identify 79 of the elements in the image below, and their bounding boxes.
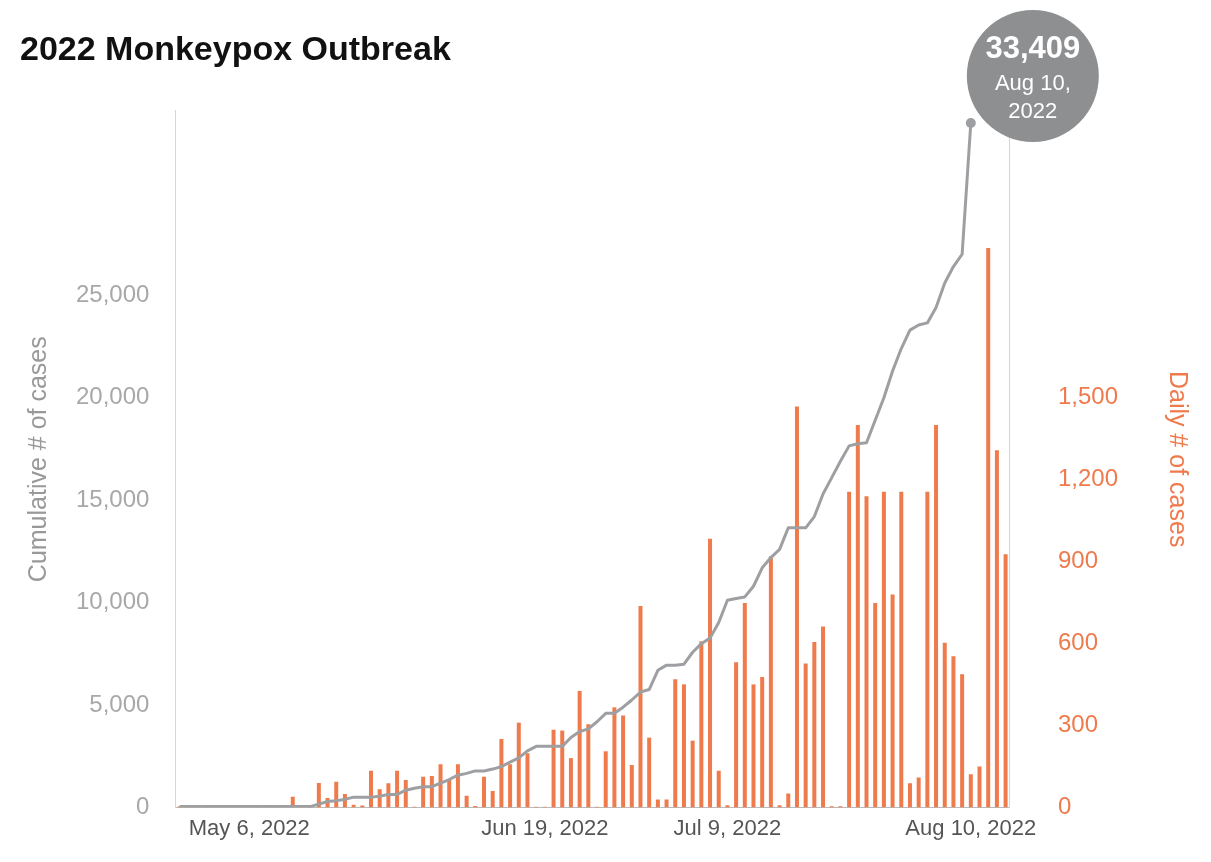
bar [629,764,634,808]
y-tick-label: 5,000 [89,689,150,717]
bar [907,783,912,808]
annotation: Aug 10, 2022 [994,69,1071,123]
bar [1003,554,1008,808]
bar [568,758,573,808]
y-tick-label: 0 [136,792,150,820]
x-tick-label: Jul 9, 2022 [673,814,782,840]
bar [760,676,765,808]
bar [716,770,721,808]
bar [690,740,695,808]
bar [734,662,739,808]
bar [864,496,869,808]
bar [855,425,860,808]
bar [499,739,504,808]
bar [890,594,895,808]
bar [525,753,530,808]
bar [464,795,469,808]
bar [994,450,999,808]
bar [786,793,791,808]
bar [977,766,982,808]
bar [881,491,886,808]
bar [934,425,939,808]
bar [751,684,756,808]
bar [482,776,487,808]
bar [812,642,817,808]
y-tick-label: 20,000 [76,382,150,410]
bar [699,641,704,808]
bar [586,724,591,808]
bar [455,764,460,808]
bar [951,656,956,808]
bar [916,777,921,808]
bar [968,774,973,808]
bar [942,642,947,808]
bar [768,556,773,808]
y-tick-label: 15,000 [76,484,150,512]
bar [960,674,965,808]
bar [508,764,513,808]
x-tick-label: Aug 10, 2022 [905,814,1037,840]
bar [612,707,617,808]
bar [708,538,713,808]
text: 33,409 [985,30,1081,66]
bar [925,491,930,808]
bar [638,605,643,808]
y-tick-label: 25,000 [76,279,150,307]
x-tick-label: May 6, 2022 [188,814,310,840]
y2-tick-label: 900 [1057,546,1098,574]
bar [821,626,826,808]
bar [742,602,747,808]
bar [603,751,608,808]
bar [647,737,652,808]
y-tick-label: 10,000 [76,587,150,615]
y2-axis-title: Daily # of cases [1165,370,1194,548]
y2-tick-label: 1,500 [1057,382,1118,410]
bar [794,406,799,808]
bar [655,799,660,808]
bar [447,780,452,808]
bar [986,247,991,808]
y2-tick-label: 300 [1057,710,1098,738]
bar [621,715,626,808]
bar [551,729,556,808]
chart-title: 2022 Monkeypox Outbreak [20,28,451,67]
bar [803,663,808,808]
bar [560,730,565,808]
bar [673,679,678,808]
x-tick-label: Jun 19, 2022 [481,814,609,840]
bar [899,491,904,808]
bar [847,491,852,808]
bar [664,799,669,808]
bar [490,790,495,808]
bar [438,764,443,808]
y2-tick-label: 0 [1057,792,1072,820]
bar [516,722,521,808]
y2-tick-label: 600 [1057,628,1098,656]
bar [873,602,878,808]
bar [577,690,582,808]
bar [681,684,686,808]
y-axis-title: Cumulative # of cases [22,336,51,583]
y2-tick-label: 1,200 [1057,464,1118,492]
